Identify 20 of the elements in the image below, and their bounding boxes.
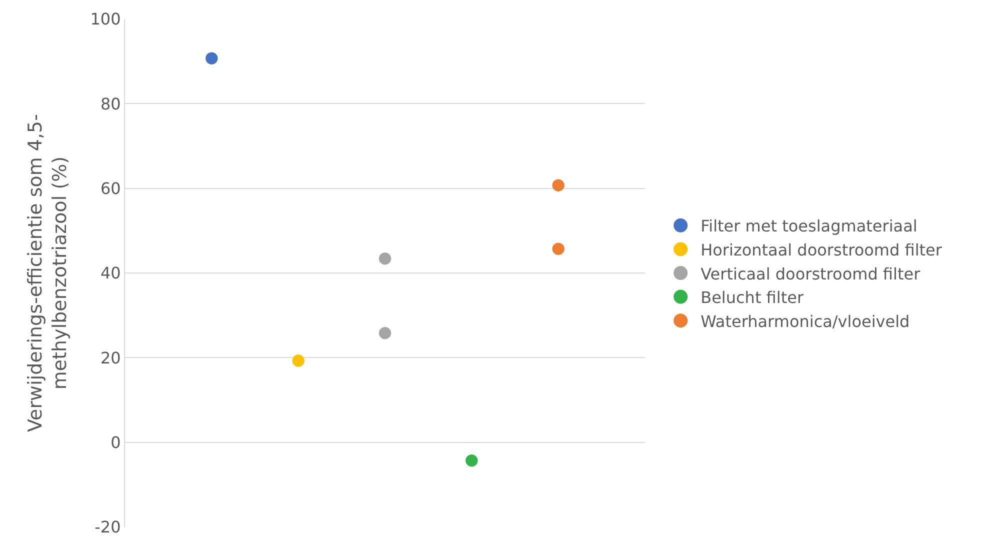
legend-label: Verticaal doorstroomd filter: [700, 264, 921, 284]
point: [206, 52, 218, 64]
y-tick-label: 40: [100, 264, 121, 283]
y-axis-title: Verwijderings-efficientie som 4,5-methylbenzotriazool (%): [24, 114, 72, 432]
y-tick-label: 0: [110, 432, 121, 452]
point: [378, 327, 392, 340]
legend-label: Waterharmonica/vloeiveld: [700, 312, 910, 331]
point: [292, 354, 304, 367]
y-tick-label: 20: [100, 348, 121, 368]
legend-label: Horizontaal doorstroomd filter: [700, 240, 942, 260]
legend-label: Belucht filter: [700, 288, 804, 308]
y-tick-label: 100: [90, 10, 121, 29]
y-tick-label: -20: [94, 518, 121, 537]
y-tick-label: 60: [100, 178, 121, 198]
point: [378, 252, 392, 265]
point: [552, 242, 564, 255]
y-tick-label: 80: [100, 94, 121, 114]
legend-label: Filter met toeslagmateriaal: [700, 216, 918, 236]
point: [552, 179, 564, 192]
point: [466, 454, 478, 467]
